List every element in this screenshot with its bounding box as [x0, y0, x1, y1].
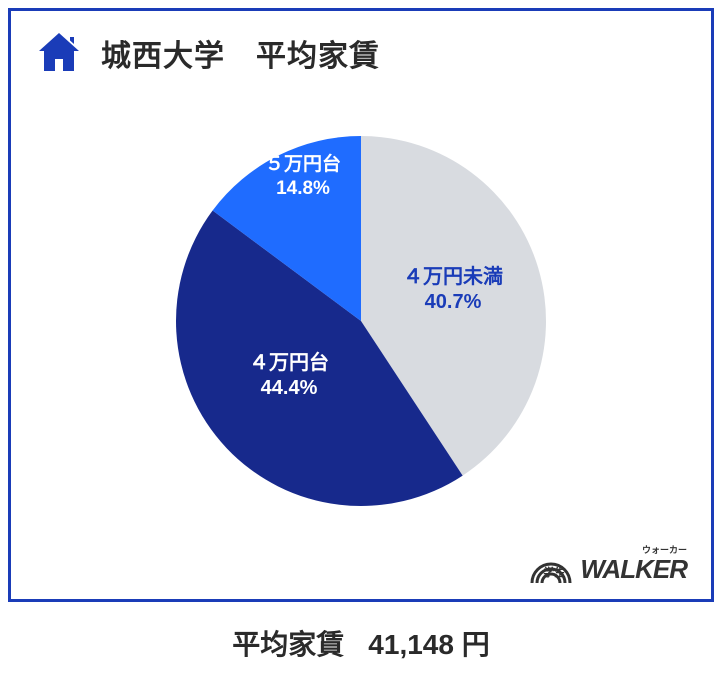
slice-label-percent: 40.7%: [403, 290, 503, 315]
slice-label: ４万円未満40.7%: [403, 265, 503, 315]
footer: 平均家賃 41,148 円: [0, 610, 722, 676]
home-icon: [35, 29, 83, 77]
footer-value: 41,148 円: [368, 623, 489, 663]
slice-label-name: ４万円未満: [403, 265, 503, 290]
header: 城西大学 平均家賃: [11, 11, 711, 77]
logo-circle-text: 学生: [543, 564, 565, 580]
slice-label-name: ４万円台: [249, 351, 329, 376]
footer-label: 平均家賃: [232, 623, 344, 663]
page-title: 城西大学 平均家賃: [101, 31, 380, 75]
brand-logo: 学生 ウォーカー WALKER: [528, 543, 687, 585]
logo-main-text: WALKER: [580, 554, 687, 585]
slice-label-percent: 44.4%: [249, 376, 329, 401]
slice-label: ５万円台14.8%: [265, 153, 341, 201]
pie-svg: [171, 131, 551, 511]
pie-chart: ４万円未満40.7% ４万円台44.4% ５万円台14.8%: [171, 131, 551, 511]
slice-label-percent: 14.8%: [265, 177, 341, 201]
slice-label-name: ５万円台: [265, 153, 341, 177]
slice-label: ４万円台44.4%: [249, 351, 329, 401]
chart-frame: 城西大学 平均家賃 ４万円未満40.7% ４万円台44.4% ５万円台14.8% 学…: [8, 8, 714, 602]
